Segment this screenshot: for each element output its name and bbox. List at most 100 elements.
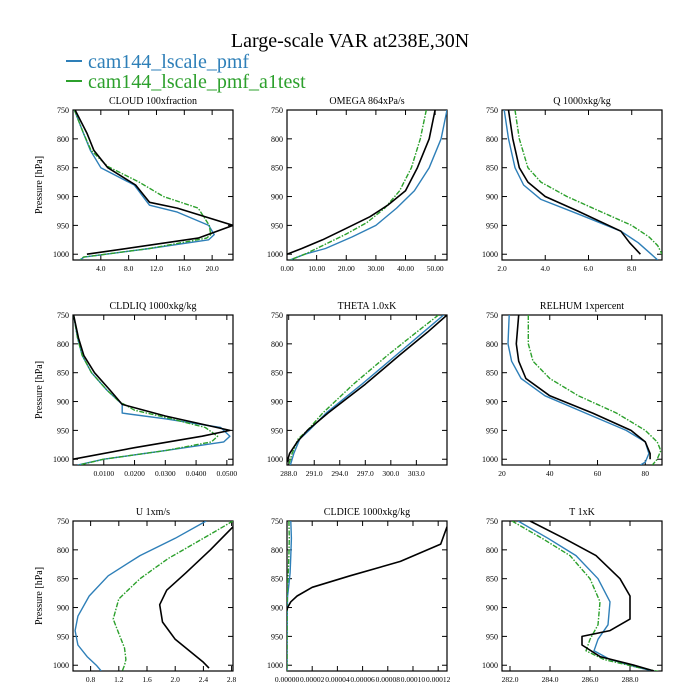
x-tick-label: 0.00012 bbox=[426, 675, 451, 684]
x-tick-label: 0.00006 bbox=[350, 675, 375, 684]
y-tick-label: 800 bbox=[486, 340, 498, 349]
x-tick-label: 286.0 bbox=[582, 675, 599, 684]
legend-item-1: cam144_lscale_pmf bbox=[66, 52, 306, 72]
panel-5: THETA 1.0xK 750 800 850 900 950 1000 288.0 291.0… bbox=[267, 301, 448, 478]
y-tick-label: 1000 bbox=[482, 250, 498, 259]
legend-item-2: cam144_lscale_pmf_a1test bbox=[66, 72, 306, 92]
panel-title: CLDICE 1000xkg/kg bbox=[324, 507, 410, 518]
series-line-3 bbox=[74, 110, 233, 255]
y-tick-label: 950 bbox=[486, 632, 498, 641]
y-tick-label: 800 bbox=[486, 135, 498, 144]
x-tick-label: 1.6 bbox=[142, 675, 152, 684]
series-line-1 bbox=[289, 110, 447, 260]
y-tick-label: 850 bbox=[486, 369, 498, 378]
y-tick-label: 900 bbox=[57, 193, 69, 202]
panel-frame bbox=[501, 314, 663, 466]
panel-frame bbox=[286, 314, 448, 466]
x-tick-label: 0.00 bbox=[280, 264, 293, 273]
x-tick-label: 40 bbox=[546, 469, 554, 478]
y-tick-label: 850 bbox=[57, 575, 69, 584]
x-tick-label: 282.0 bbox=[502, 675, 519, 684]
x-tick-label: 80 bbox=[642, 469, 650, 478]
x-tick-label: 0.8 bbox=[86, 675, 96, 684]
series-line-1 bbox=[289, 315, 445, 465]
x-tick-label: 20.0 bbox=[206, 264, 219, 273]
panel-7: U 1xm/s 750 800 850 900 950 1000 0.8 1.2 1.6 2.0 2.… bbox=[34, 507, 237, 684]
series-line-3 bbox=[529, 521, 655, 671]
series-line-3 bbox=[507, 110, 641, 255]
legend-swatch-2 bbox=[66, 80, 82, 83]
y-axis-label: Pressure [hPa] bbox=[34, 156, 45, 214]
x-tick-label: 60 bbox=[594, 469, 602, 478]
y-tick-label: 950 bbox=[271, 632, 283, 641]
x-tick-label: 10.00 bbox=[308, 264, 325, 273]
y-tick-label: 850 bbox=[271, 575, 283, 584]
x-tick-label: 16.0 bbox=[178, 264, 191, 273]
panel-frame bbox=[501, 520, 663, 672]
y-tick-label: 850 bbox=[57, 369, 69, 378]
x-tick-label: 20 bbox=[498, 469, 506, 478]
x-tick-label: 12.0 bbox=[150, 264, 163, 273]
legend-label-1: cam144_lscale_pmf bbox=[88, 51, 250, 73]
series-line-2 bbox=[287, 521, 290, 671]
y-tick-label: 1000 bbox=[482, 661, 498, 670]
x-tick-label: 2.0 bbox=[171, 675, 181, 684]
y-axis-label: Pressure [hPa] bbox=[34, 567, 45, 625]
x-tick-label: 300.0 bbox=[382, 469, 399, 478]
y-tick-label: 900 bbox=[486, 398, 498, 407]
panel-2: OMEGA 864xPa/s 750 800 850 900 950 1000 0.00 10.… bbox=[267, 96, 448, 273]
y-tick-label: 950 bbox=[486, 426, 498, 435]
x-tick-label: 0.00004 bbox=[325, 675, 350, 684]
series-line-3 bbox=[158, 526, 233, 669]
x-tick-label: 0.00002 bbox=[300, 675, 325, 684]
legend: cam144_lscale_pmf cam144_lscale_pmf_a1te… bbox=[66, 52, 306, 92]
y-tick-label: 850 bbox=[486, 575, 498, 584]
y-tick-label: 1000 bbox=[267, 661, 283, 670]
y-tick-label: 900 bbox=[57, 398, 69, 407]
series-line-3 bbox=[287, 315, 447, 463]
series-line-2 bbox=[288, 315, 439, 465]
series-line-1 bbox=[74, 521, 207, 671]
panel-frame bbox=[501, 109, 663, 261]
y-tick-label: 750 bbox=[486, 106, 498, 115]
panel-title: RELHUM 1xpercent bbox=[540, 301, 624, 312]
y-tick-label: 750 bbox=[271, 311, 283, 320]
x-tick-label: 294.0 bbox=[331, 469, 348, 478]
x-tick-label: 303.0 bbox=[408, 469, 425, 478]
y-tick-label: 750 bbox=[271, 106, 283, 115]
y-tick-label: 850 bbox=[57, 164, 69, 173]
x-tick-label: 0.00000 bbox=[275, 675, 300, 684]
y-tick-label: 900 bbox=[486, 604, 498, 613]
y-tick-label: 950 bbox=[271, 426, 283, 435]
x-tick-label: 50.00 bbox=[427, 264, 444, 273]
y-tick-label: 950 bbox=[57, 426, 69, 435]
panel-frame bbox=[72, 109, 234, 261]
y-tick-label: 900 bbox=[271, 398, 283, 407]
y-tick-label: 750 bbox=[57, 517, 69, 526]
panel-8: CLDICE 1000xkg/kg 750 800 850 900 950 1000 0.00… bbox=[267, 507, 451, 684]
y-tick-label: 750 bbox=[57, 106, 69, 115]
y-tick-label: 850 bbox=[486, 164, 498, 173]
x-tick-label: 4.0 bbox=[96, 264, 106, 273]
panel-title: OMEGA 864xPa/s bbox=[329, 96, 404, 107]
panel-title: Q 1000xkg/kg bbox=[553, 96, 611, 107]
y-tick-label: 850 bbox=[271, 369, 283, 378]
series-line-3 bbox=[287, 526, 447, 611]
x-tick-label: 0.0100 bbox=[93, 469, 114, 478]
series-line-2 bbox=[289, 110, 427, 260]
x-tick-label: 0.0500 bbox=[217, 469, 238, 478]
y-tick-label: 950 bbox=[271, 221, 283, 230]
x-tick-label: 40.00 bbox=[397, 264, 414, 273]
y-tick-label: 800 bbox=[57, 135, 69, 144]
series-line-2 bbox=[511, 521, 660, 671]
series-line-3 bbox=[515, 315, 651, 460]
x-tick-label: 0.0400 bbox=[186, 469, 207, 478]
panel-frame bbox=[72, 314, 234, 466]
panel-4: CLDLIQ 1000xkg/kg 750 800 850 900 950 1000 0.01… bbox=[34, 301, 237, 478]
y-tick-label: 1000 bbox=[53, 661, 69, 670]
x-tick-label: 4.0 bbox=[541, 264, 551, 273]
panel-9: T 1xK 750 800 850 900 950 1000 282.0 284.0 286.0 2… bbox=[482, 507, 663, 684]
